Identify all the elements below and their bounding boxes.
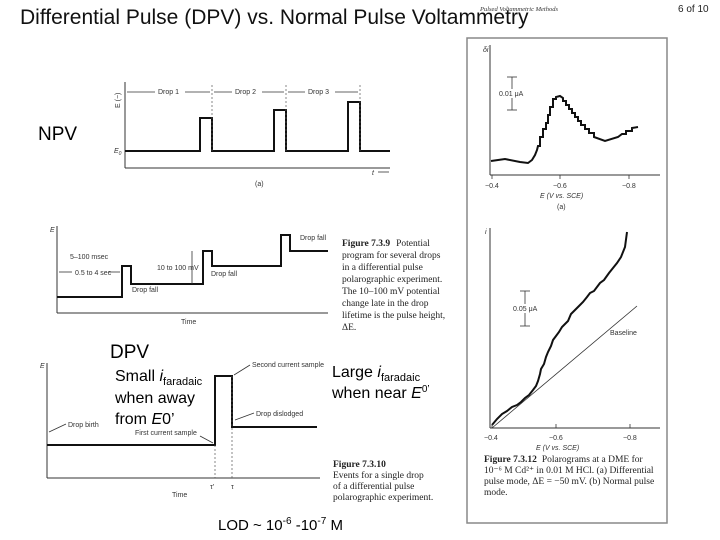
- npv-polarogram-trace: [491, 231, 628, 426]
- scale-bar-label: 0.05 μA: [513, 306, 538, 313]
- svg-text:when away: when away: [114, 390, 195, 407]
- tau-label: τ: [231, 484, 234, 491]
- page-number: 6 of 10: [678, 4, 709, 15]
- x-axis-label: E (V vs. SCE): [536, 445, 579, 452]
- svg-text:program for several drops: program for several drops: [342, 250, 441, 261]
- y-axis-label: E (−): [115, 93, 122, 108]
- svg-text:ΔE.: ΔE.: [342, 323, 356, 333]
- figure-caption: Figure 7.3.9 Potential: [342, 239, 430, 249]
- figure-7-3-12: δi 0.01 μA −0.4 −0.6 −0.8 E (V vs. SCE) …: [466, 37, 668, 524]
- tick-label: −0.6: [549, 435, 563, 442]
- drop-3-label: Drop 3: [308, 89, 329, 96]
- e0-label: E0: [114, 148, 122, 157]
- y-axis-label: δi: [483, 47, 489, 54]
- npv-label: NPV: [38, 124, 77, 145]
- figure-7-3-9: E Time 5–100 msec 0.5 to 4 sec Drop fall…: [50, 226, 445, 333]
- first-sample-label: First current sample: [135, 430, 197, 437]
- svg-text:The 10–100 mV potential: The 10–100 mV potential: [342, 287, 440, 297]
- drop-2-label: Drop 2: [235, 89, 256, 96]
- x-axis-label: t: [372, 170, 375, 177]
- dpv-waveform: [57, 234, 328, 298]
- drop-fall-label: Drop fall: [132, 287, 159, 294]
- drop-birth-label: Drop birth: [68, 422, 99, 429]
- tau-prime-label: τ': [210, 484, 214, 491]
- small-faradaic-annotation: Small ifaradaic when away from E0’: [114, 368, 203, 428]
- svg-text:change late in the drop: change late in the drop: [342, 299, 429, 309]
- large-faradaic-annotation: Large ifaradaic when near E0’: [331, 364, 430, 402]
- panel-label: (a): [255, 181, 264, 188]
- drop-fall-label: Drop fall: [211, 271, 238, 278]
- x-axis-label: Time: [172, 492, 187, 499]
- lod-text: LOD ~ 10-6 -10-7 M: [218, 516, 343, 534]
- panel-label: (a): [557, 204, 566, 211]
- tick-label: −0.6: [553, 183, 567, 190]
- svg-text:Events for a single drop: Events for a single drop: [333, 470, 424, 481]
- svg-text:pulse mode, ΔE = −50 mV. (b) N: pulse mode, ΔE = −50 mV. (b) Normal puls…: [484, 476, 654, 487]
- scale-bar-label: 0.01 μA: [499, 91, 524, 98]
- figure-caption: Figure 7.3.12 Polarograms at a DME for: [484, 454, 643, 465]
- dpv-polarogram-trace: [490, 94, 639, 165]
- dpv-label: DPV: [110, 342, 149, 363]
- tick-label: −0.4: [485, 183, 499, 190]
- svg-text:10⁻⁶ M Cd²⁺ in 0.01 M HCl. (a): 10⁻⁶ M Cd²⁺ in 0.01 M HCl. (a) Different…: [484, 465, 654, 476]
- second-sample-label: Second current sample: [252, 362, 324, 369]
- tick-label: −0.8: [623, 435, 637, 442]
- tick-label: −0.8: [622, 183, 636, 190]
- svg-text:in a differential pulse: in a differential pulse: [342, 262, 423, 273]
- svg-text:Small ifaradaic: Small ifaradaic: [115, 368, 203, 388]
- svg-text:when near E0’: when near E0’: [331, 384, 430, 402]
- svg-text:Large ifaradaic: Large ifaradaic: [332, 364, 421, 384]
- npv-waveform: [125, 101, 390, 152]
- svg-text:from E0’: from E0’: [115, 411, 175, 428]
- y-axis-label: E: [50, 227, 55, 234]
- pulse-width-label: 5–100 msec: [70, 254, 109, 261]
- tick-label: −0.4: [484, 435, 498, 442]
- svg-text:of a differential pulse: of a differential pulse: [333, 481, 414, 492]
- baseline-label: Baseline: [610, 330, 637, 337]
- y-axis-label: E: [40, 363, 45, 370]
- drop-fall-label: Drop fall: [300, 235, 327, 242]
- baseline-line: [491, 305, 638, 429]
- svg-text:polarographic experiment.: polarographic experiment.: [333, 493, 433, 503]
- svg-text:lifetime is the pulse height,: lifetime is the pulse height,: [342, 310, 445, 321]
- figure-7-3-10: E Time τ' τ Drop birth First current sam…: [40, 362, 433, 503]
- svg-text:polarographic experiment.: polarographic experiment.: [342, 275, 442, 285]
- drop-1-label: Drop 1: [158, 89, 179, 96]
- figure-caption: Figure 7.3.10: [333, 460, 386, 470]
- x-axis-label: E (V vs. SCE): [540, 193, 583, 200]
- pulse-height-label: 10 to 100 mV: [157, 265, 199, 272]
- running-header: Pulsed Voltammetric Methods: [479, 6, 558, 13]
- single-drop-waveform: [47, 375, 317, 446]
- drop-time-label: 0.5 to 4 sec: [75, 270, 112, 277]
- x-axis-label: Time: [181, 319, 196, 326]
- npv-figure: E (−) E0 Drop 1 Drop 2 Drop 3 t (a): [114, 82, 390, 188]
- slide-title: Differential Pulse (DPV) vs. Normal Puls…: [20, 6, 529, 29]
- y-axis-label: i: [485, 229, 487, 236]
- drop-dislodged-label: Drop dislodged: [256, 411, 303, 418]
- svg-text:mode.: mode.: [484, 488, 507, 498]
